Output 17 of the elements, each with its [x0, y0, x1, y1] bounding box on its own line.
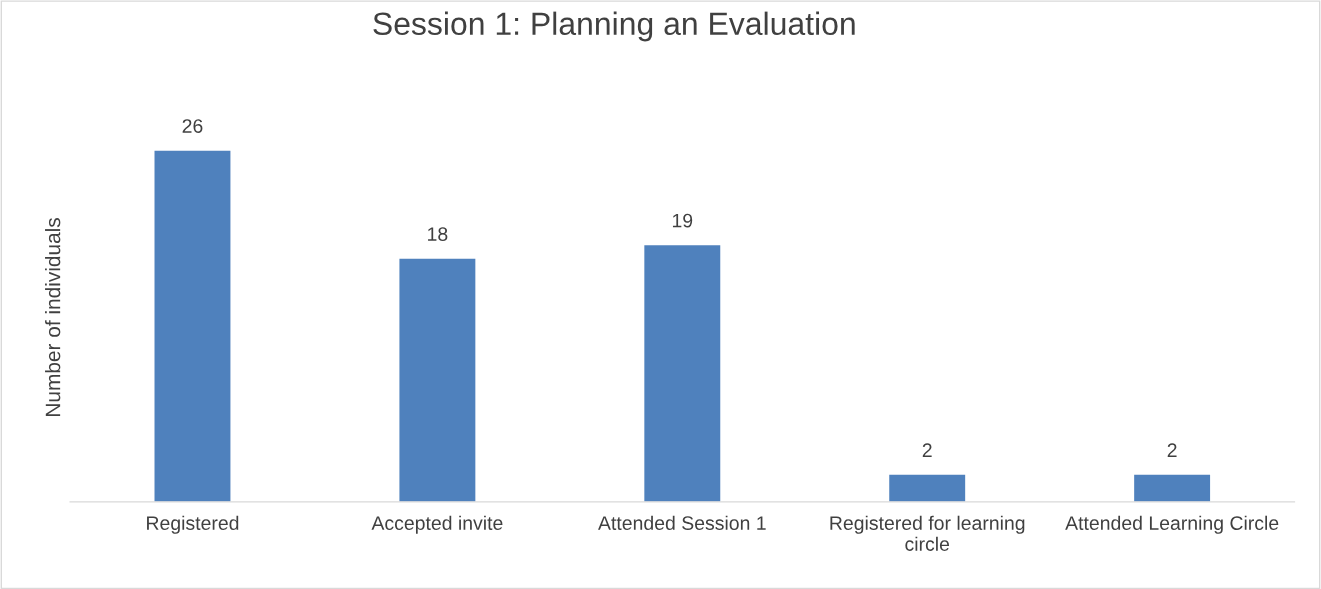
bar	[1134, 474, 1211, 502]
bar	[644, 245, 721, 502]
bar	[154, 150, 231, 502]
bar	[399, 258, 476, 502]
chart-title: Session 1: Planning an Evaluation	[373, 11, 855, 42]
x-tick-label: Attended Session 1	[598, 515, 766, 530]
x-tick-label: Attended Learning Circle	[1065, 515, 1279, 534]
data-label: 19	[672, 213, 693, 228]
x-tick-label: Accepted invite	[371, 515, 503, 534]
data-label: 18	[428, 227, 448, 241]
data-label: 2	[922, 443, 932, 457]
x-tick-label: Registered for learning circle	[830, 515, 1025, 551]
y-axis-title: Number of individuals	[45, 218, 61, 416]
data-label: 26	[182, 119, 203, 133]
x-tick-label: Registered	[147, 515, 239, 534]
bar	[889, 474, 966, 502]
data-label: 2	[1167, 443, 1177, 457]
